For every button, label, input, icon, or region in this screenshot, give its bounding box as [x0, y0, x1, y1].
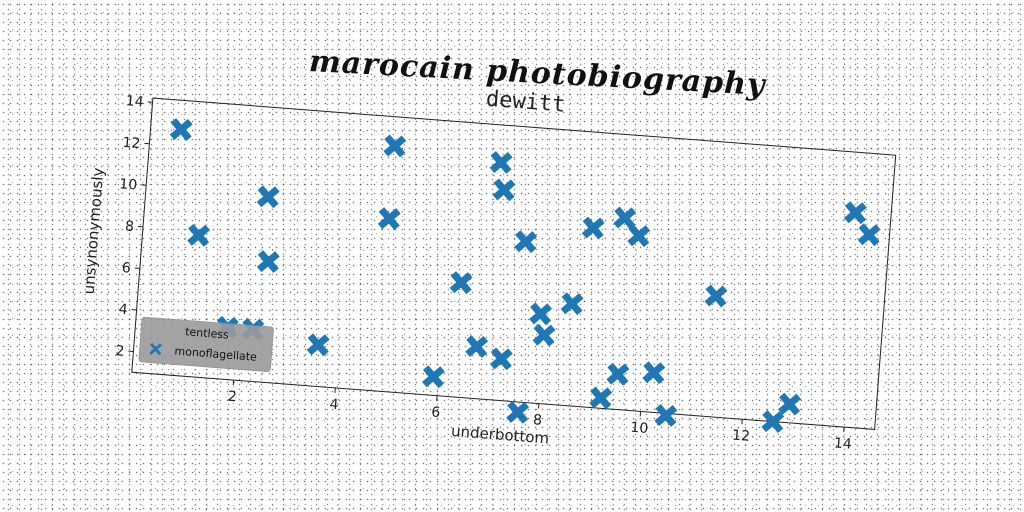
data-point [589, 386, 613, 410]
data-point [529, 302, 553, 326]
x-tick-label: 2 [227, 389, 237, 406]
data-point [383, 134, 407, 158]
y-tick-label: 12 [122, 135, 141, 152]
x-tick-label: 4 [329, 397, 339, 414]
data-point [449, 271, 473, 295]
data-point [514, 230, 538, 254]
y-tick-label: 2 [115, 343, 125, 360]
axis-ticks: 2 4 6 8 10 12 14 2 4 6 8 10 12 14 [115, 93, 853, 452]
data-point [532, 323, 556, 347]
y-tick-label: 4 [118, 302, 128, 319]
data-point [778, 392, 802, 416]
data-point [256, 250, 280, 274]
data-point [606, 362, 630, 386]
legend-box [138, 316, 274, 372]
data-point [704, 284, 728, 308]
data-point [489, 151, 513, 174]
y-axis-label: unsynonymously [80, 167, 108, 295]
data-points [169, 118, 881, 434]
data-point [187, 223, 211, 247]
y-tick-label: 10 [119, 176, 138, 193]
data-point [422, 365, 445, 389]
y-tick-label: 14 [125, 93, 144, 110]
data-point [613, 206, 637, 230]
data-point [169, 118, 193, 141]
legend-series-label: monoflagellate [174, 344, 257, 363]
y-tick-label: 6 [121, 260, 131, 277]
legend-title: tentless [185, 325, 230, 341]
data-point [306, 333, 330, 357]
legend-marker [149, 342, 162, 356]
legend: tentless monoflagellate [138, 316, 274, 372]
data-point [256, 185, 280, 209]
data-point [506, 400, 530, 424]
data-point [489, 347, 513, 371]
data-point [654, 404, 678, 427]
data-point [627, 224, 651, 248]
x-tick-label: 14 [833, 435, 852, 452]
data-point [844, 201, 867, 225]
data-point [642, 361, 666, 385]
data-point [377, 207, 401, 231]
data-point [492, 178, 516, 202]
chart-title: dewitt [485, 87, 566, 118]
x-tick-label: 12 [732, 428, 751, 445]
x-tick-label: 10 [630, 420, 649, 437]
data-point [581, 216, 605, 240]
x-tick-label: 6 [431, 404, 441, 421]
data-point [857, 223, 881, 247]
plot-area [131, 97, 897, 430]
y-tick-label: 8 [124, 218, 134, 235]
data-point [761, 410, 785, 434]
data-point [465, 335, 489, 358]
data-point [560, 292, 584, 316]
x-tick-label: 8 [532, 412, 542, 429]
